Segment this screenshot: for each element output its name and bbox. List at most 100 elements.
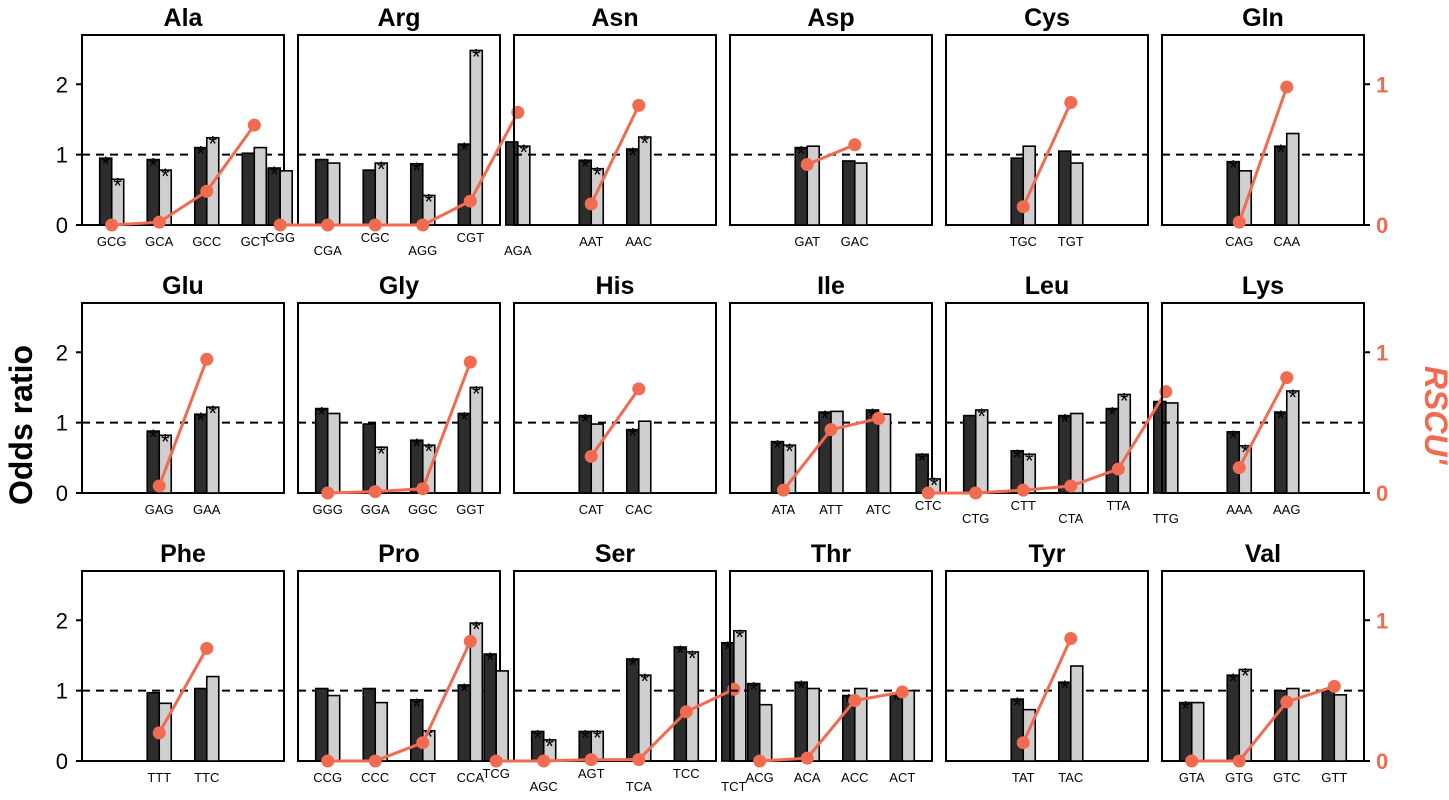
codon-label: GAA	[193, 502, 221, 517]
codon-label: GCA	[145, 234, 174, 249]
rscu-point-CAG	[1232, 215, 1246, 229]
codon-label: TCC	[673, 766, 700, 781]
codon-label: TAC	[1058, 770, 1083, 785]
rscu-point-ATT	[824, 423, 838, 437]
rscu-line	[157, 647, 209, 734]
codon-label: ATT	[819, 502, 843, 517]
codon-label: AAC	[625, 234, 652, 249]
panel-title: Arg	[377, 4, 420, 32]
codon-label: AGG	[408, 243, 437, 258]
rscu-point-AAT	[584, 197, 598, 211]
rscu-point-TTA	[1111, 462, 1125, 476]
significance-star: *	[377, 157, 386, 182]
panel-frame	[945, 34, 1149, 226]
codon-label: CGT	[457, 230, 485, 245]
codon-label: CCC	[361, 770, 389, 785]
codon-label: CCA	[457, 770, 485, 785]
light-bar-GGG	[326, 412, 341, 494]
light-bar-TCT	[733, 630, 747, 762]
rscu-point-GGG	[321, 486, 335, 500]
rscu-point-AAA	[1232, 461, 1246, 475]
y-axis-label: Odds ratio	[3, 345, 39, 505]
light-bar-GGT	[469, 386, 484, 494]
panel-title: Ile	[817, 272, 845, 300]
rscu-point-CTA	[1064, 479, 1078, 493]
panel-frame	[297, 570, 501, 762]
light-bar-CTA	[1069, 412, 1084, 494]
panel-frame	[81, 570, 285, 762]
codon-label: GTT	[1321, 770, 1347, 785]
rscu-point-GAC	[848, 138, 862, 152]
rscu-point-CGG	[273, 218, 287, 232]
rscu-point-ACT	[895, 685, 909, 699]
codon-label: ACA	[794, 770, 821, 785]
panel-frame	[513, 34, 717, 226]
rscu-point-CCT	[416, 736, 430, 750]
panel-leu: Leu**CTC*CTG* *CTT*CTA**TTA*TTG	[915, 272, 1179, 526]
rscu-point-TCC	[679, 705, 693, 719]
dark-bar-GGA	[362, 423, 377, 494]
y2-tick-label: 0	[1376, 213, 1388, 238]
codon-label: TAT	[1012, 770, 1035, 785]
rscu-point-AGT	[584, 753, 598, 767]
y-tick-label: 2	[56, 72, 68, 97]
significance-star: *	[640, 669, 649, 694]
rscu-point-TTT	[152, 726, 166, 740]
significance-star: *	[581, 154, 590, 179]
rscu-point-CCA	[463, 634, 477, 648]
significance-star: *	[1229, 426, 1238, 451]
rscu-point-TGT	[1064, 96, 1078, 110]
significance-star: *	[161, 429, 170, 454]
light-bar-GAA	[205, 406, 220, 494]
panel-title: Asn	[591, 4, 638, 32]
codon-label: CAA	[1273, 234, 1300, 249]
significance-star: *	[208, 401, 217, 426]
codon-label: GCC	[192, 234, 221, 249]
significance-star: *	[1025, 448, 1034, 473]
light-bar-ACG	[758, 703, 773, 762]
light-bar-AAG	[1285, 390, 1300, 494]
significance-star: *	[797, 676, 806, 701]
significance-star: *	[377, 441, 386, 466]
codon-label: CCG	[313, 770, 342, 785]
panel-title: Asp	[807, 4, 854, 32]
rscu-line	[327, 361, 472, 495]
panel-thr: Thr * ACG * ACA * ACC * ACT	[729, 540, 933, 785]
significance-star: *	[317, 403, 326, 428]
codon-label: ACC	[841, 770, 868, 785]
significance-star: *	[736, 625, 745, 650]
rscu-point-AGC	[537, 754, 551, 768]
dark-bar-CTG	[962, 414, 977, 494]
light-bar-ATC	[877, 413, 892, 494]
rscu-point-ATC	[872, 411, 886, 425]
codon-label: AGC	[530, 779, 558, 794]
rscu-point-CTG	[969, 486, 983, 500]
significance-star: *	[424, 189, 433, 214]
significance-star: *	[797, 142, 806, 167]
codon-label: AAA	[1226, 502, 1252, 517]
codon-label: TCA	[626, 779, 652, 794]
y-tick-label: 1	[56, 411, 68, 436]
panel-title: Ser	[595, 540, 636, 568]
rscu-point-TGC	[1016, 200, 1030, 214]
panel-title: Ala	[164, 4, 204, 32]
rscu-line	[806, 143, 856, 166]
rscu-point-GAG	[152, 479, 166, 493]
significance-star: *	[1229, 669, 1238, 694]
panel-title: Glu	[162, 272, 204, 300]
significance-star: *	[412, 434, 421, 459]
panel-title: Val	[1245, 540, 1281, 568]
rscu-point-GAA	[200, 352, 214, 366]
light-bar-CCA	[469, 622, 484, 762]
light-bar-TGT	[1069, 162, 1084, 226]
codon-label: GGA	[361, 502, 390, 517]
codon-label: GGT	[456, 502, 484, 517]
y2-tick-label: 1	[1376, 340, 1388, 365]
rscu-point-CAC	[632, 382, 646, 396]
significance-star: *	[472, 381, 481, 406]
y2-tick-label: 0	[1376, 749, 1388, 774]
significance-star: *	[101, 152, 110, 177]
